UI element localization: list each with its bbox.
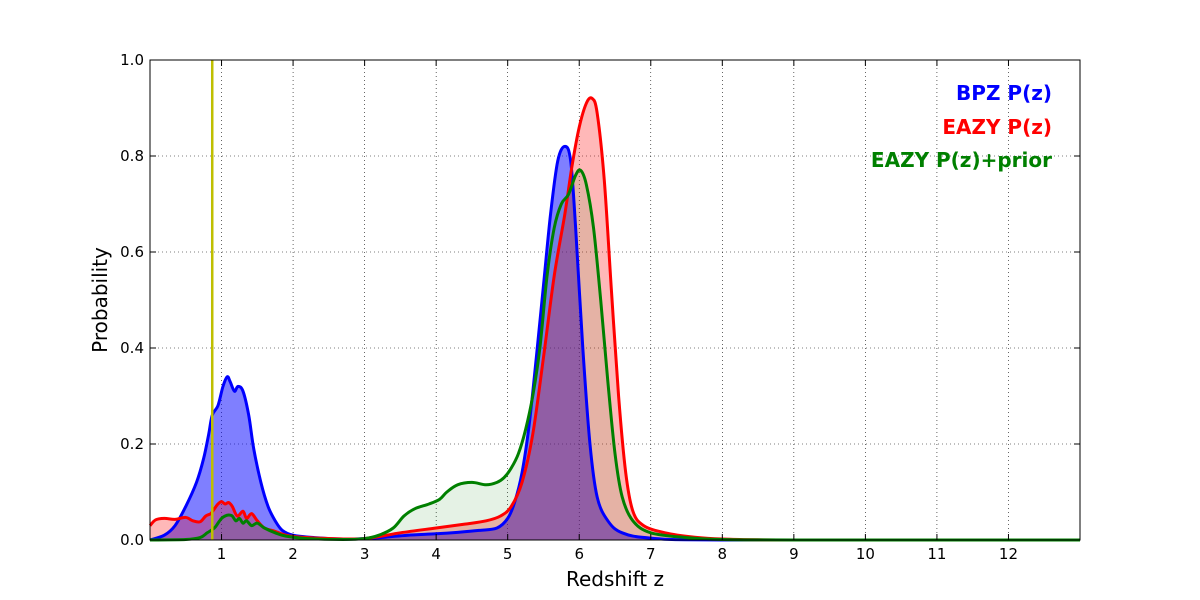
y-tick-label: 0.4 [120, 339, 144, 357]
x-tick-label: 12 [999, 545, 1018, 563]
y-tick-label: 0.8 [120, 147, 144, 165]
x-tick-labels: 1 2 3 4 5 6 7 8 9 10 11 12 [217, 545, 1018, 563]
y-tick-label: 0.0 [120, 531, 144, 549]
y-tick-label: 1.0 [120, 51, 144, 69]
x-tick-label: 4 [431, 545, 441, 563]
x-tick-label: 5 [503, 545, 513, 563]
legend-item-eazy-prior: EAZY P(z)+prior [871, 148, 1052, 172]
y-tick-label: 0.6 [120, 243, 144, 261]
x-axis-label: Redshift z [566, 567, 664, 591]
series-lines [148, 96, 1080, 542]
x-tick-label: 7 [646, 545, 656, 563]
series-eazy-line [148, 96, 1080, 542]
legend: BPZ P(z) EAZY P(z) EAZY P(z)+prior [871, 81, 1052, 172]
x-tick-label: 1 [217, 545, 227, 563]
x-tick-label: 6 [574, 545, 584, 563]
series-eazy-prior-line [149, 168, 1080, 542]
x-tick-label: 9 [789, 545, 799, 563]
series-bpz-fill [150, 146, 1080, 540]
y-tick-labels: 0.0 0.2 0.4 0.6 0.8 1.0 [120, 51, 144, 549]
x-tick-label: 8 [718, 545, 728, 563]
y-axis-label: Probability [88, 247, 112, 353]
x-tick-label: 3 [360, 545, 370, 563]
x-tick-label: 10 [856, 545, 875, 563]
legend-item-eazy: EAZY P(z) [942, 115, 1052, 139]
series-eazy-prior-fill [150, 169, 1080, 540]
x-tick-label: 11 [927, 545, 946, 563]
legend-item-bpz: BPZ P(z) [956, 81, 1052, 105]
plot-frame [149, 59, 1081, 541]
x-tick-label: 2 [288, 545, 298, 563]
series-bpz-line [149, 144, 1080, 542]
axis-ticks [150, 59, 1080, 541]
y-tick-label: 0.2 [120, 435, 144, 453]
